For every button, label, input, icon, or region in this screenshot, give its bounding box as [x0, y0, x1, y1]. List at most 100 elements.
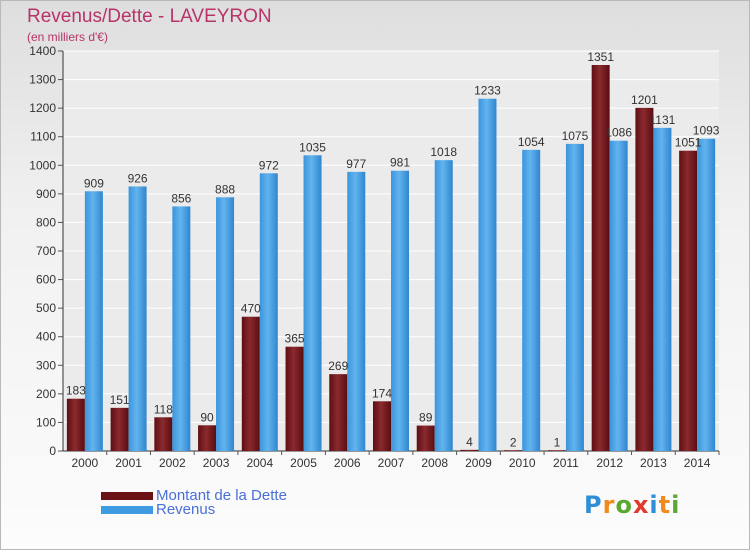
bar-revenus: [522, 149, 541, 451]
bar-dette: [241, 316, 260, 451]
y-tick-label: 600: [36, 273, 56, 287]
data-label-revenus: 1093: [693, 124, 720, 138]
data-label-dette: 1051: [675, 136, 702, 150]
x-tick-label: 2012: [596, 456, 623, 470]
data-label-revenus: 1035: [299, 140, 326, 154]
y-tick-label: 500: [36, 301, 56, 315]
bar-dette: [416, 425, 435, 451]
logo-letter: o: [615, 491, 633, 519]
data-label-dette: 151: [110, 393, 130, 407]
x-tick-label: 2004: [246, 456, 273, 470]
bar-dette: [591, 65, 610, 451]
data-label-dette: 365: [285, 332, 305, 346]
bar-dette: [154, 417, 173, 451]
data-label-dette: 470: [241, 302, 261, 316]
bar-revenus: [609, 140, 628, 451]
bar-dette: [373, 401, 391, 451]
data-label-dette: 1: [554, 436, 561, 450]
logo-letter: P: [584, 491, 603, 519]
x-tick-label: 2008: [421, 456, 448, 470]
y-tick-label: 700: [36, 244, 56, 258]
y-tick-label: 1000: [29, 158, 56, 172]
data-label-revenus: 909: [84, 176, 104, 190]
bar-dette: [198, 425, 217, 451]
y-tick-label: 1200: [29, 101, 56, 115]
data-label-revenus: 1131: [649, 113, 675, 127]
chart-subtitle: (en milliers d'€): [27, 30, 108, 44]
chart-title: Revenus/Dette - LAVEYRON: [27, 6, 272, 27]
x-tick-label: 2011: [553, 456, 579, 470]
y-tick-label: 400: [36, 330, 56, 344]
data-label-dette: 1201: [631, 93, 658, 107]
data-label-revenus: 1054: [518, 135, 545, 149]
data-label-revenus: 977: [346, 157, 366, 171]
x-tick-label: 2003: [203, 456, 230, 470]
data-label-revenus: 888: [215, 182, 235, 196]
bar-dette: [547, 450, 566, 451]
bar-dette: [329, 374, 348, 451]
x-tick-label: 2001: [115, 456, 142, 470]
logo-letter: t: [658, 491, 672, 519]
bar-revenus: [259, 173, 278, 452]
data-label-dette: 269: [328, 359, 348, 373]
bar-revenus: [653, 127, 672, 451]
data-label-dette: 89: [419, 411, 433, 425]
proxiti-logo: Proxiti: [584, 491, 680, 519]
bar-revenus: [347, 171, 366, 451]
y-tick-label: 300: [36, 358, 56, 372]
data-label-revenus: 856: [171, 191, 191, 205]
bar-dette: [460, 449, 479, 451]
y-tick-label: 1400: [29, 44, 56, 58]
bar-revenus: [478, 98, 497, 451]
data-label-revenus: 981: [390, 156, 410, 170]
data-label-revenus: 1075: [562, 129, 589, 143]
logo-letter: x: [632, 491, 650, 519]
bar-dette: [504, 450, 523, 451]
bar-dette: [285, 346, 304, 451]
data-label-dette: 4: [466, 435, 473, 449]
data-label-dette: 1351: [587, 50, 614, 64]
bar-revenus: [697, 138, 716, 451]
x-tick-label: 2009: [465, 456, 492, 470]
logo-letter: i: [671, 491, 681, 519]
data-label-revenus: 1086: [605, 126, 632, 140]
bar-revenus: [565, 143, 584, 451]
x-tick-label: 2006: [334, 456, 361, 470]
bar-revenus: [303, 155, 322, 452]
x-tick-label: 2002: [159, 456, 186, 470]
data-label-revenus: 926: [128, 171, 148, 185]
legend-label-dette: Montant de la Dette: [156, 487, 287, 504]
bar-revenus: [434, 160, 453, 451]
x-tick-label: 2010: [509, 456, 536, 470]
bar-revenus: [391, 170, 409, 451]
data-label-revenus: 972: [259, 158, 279, 172]
bar-revenus: [84, 191, 103, 452]
x-tick-label: 2013: [640, 456, 667, 470]
y-tick-label: 1300: [29, 73, 56, 87]
legend-swatch-dette: [101, 492, 153, 500]
bar-dette: [635, 107, 654, 451]
bar-dette: [679, 150, 698, 451]
y-tick-label: 1100: [30, 130, 56, 144]
y-tick-label: 100: [36, 415, 56, 429]
bar-revenus: [216, 197, 235, 451]
data-label-dette: 2: [510, 435, 517, 449]
data-label-dette: 174: [372, 386, 392, 400]
y-tick-label: 200: [36, 387, 56, 401]
logo-letter: r: [602, 491, 616, 519]
bar-revenus: [172, 206, 191, 451]
data-label-dette: 118: [154, 402, 173, 416]
x-tick-label: 2014: [684, 456, 711, 470]
legend-label-revenus: Revenus: [156, 501, 216, 518]
x-tick-label: 2007: [378, 456, 405, 470]
data-label-revenus: 1018: [430, 145, 457, 159]
x-tick-label: 2005: [290, 456, 317, 470]
data-label-revenus: 1233: [474, 84, 501, 98]
y-tick-label: 800: [36, 215, 56, 229]
bar-dette: [110, 407, 129, 451]
bar-revenus: [128, 186, 147, 451]
logo-letter: i: [649, 491, 659, 519]
data-label-dette: 90: [200, 410, 214, 424]
